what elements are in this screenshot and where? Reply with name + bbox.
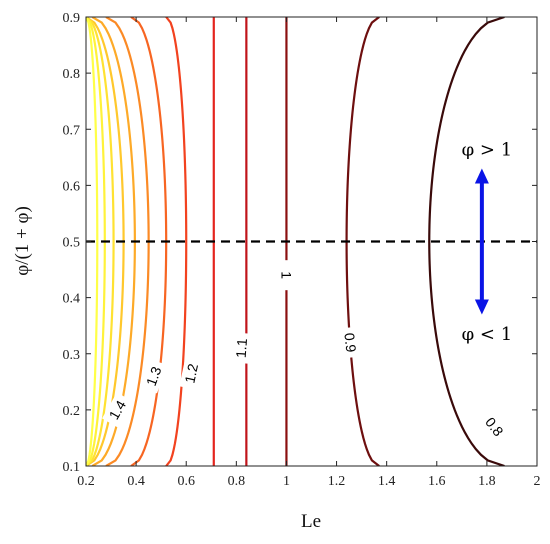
- contour-label-4: 1.2: [181, 362, 201, 385]
- x-tick-label: 1.6: [428, 474, 446, 489]
- contour-label-bg-0: [478, 409, 511, 445]
- contour-label-bg-6: [102, 392, 133, 428]
- contour-label-bg-2: [277, 260, 296, 291]
- x-tick-label: 0.4: [127, 474, 145, 489]
- x-tick-label: 1.2: [328, 474, 346, 489]
- y-tick-label: 0.7: [63, 123, 81, 138]
- x-tick-label: 0.6: [177, 474, 195, 489]
- y-tick-label: 0.6: [63, 179, 81, 194]
- y-axis-ticks: 0.1 0.2 0.3 0.4 0.5 0.6 0.7 0.8 0.9: [63, 11, 537, 475]
- contour-line-12: [86, 17, 99, 466]
- x-tick-label: 1.8: [478, 474, 496, 489]
- arrow-head-up: [474, 168, 489, 184]
- contour-label-5: 1.3: [143, 364, 165, 388]
- arrow-head-down: [474, 299, 489, 315]
- phi-less-label: φ < 1: [462, 324, 513, 345]
- phi-greater-label: φ > 1: [462, 139, 513, 160]
- x-tick-label: 1.4: [378, 474, 396, 489]
- y-tick-label: 0.9: [63, 11, 81, 26]
- y-tick-label: 0.3: [63, 348, 81, 363]
- x-axis-title: Le: [301, 511, 321, 532]
- y-axis-title: φ/(1 + φ): [12, 206, 33, 276]
- contour-label-bg-5: [140, 359, 168, 394]
- contour-label-3: 1.1: [233, 338, 250, 359]
- x-tick-label: 1: [283, 474, 290, 489]
- x-tick-label: 2: [534, 474, 541, 489]
- contour-label-bg-1: [339, 326, 361, 359]
- y-tick-label: 0.5: [63, 236, 81, 251]
- contour-label-2: 1: [278, 271, 294, 279]
- x-tick-label: 0.8: [228, 474, 246, 489]
- contour-line-10: [86, 17, 115, 466]
- contour-label-bg-4: [179, 356, 204, 390]
- x-axis-ticks: 0.2 0.4 0.6 0.8 1 1.2 1.4 1.6 1.8 2: [77, 17, 541, 489]
- contour-label-1: 0.9: [341, 332, 359, 353]
- contour-label-bg-3: [231, 332, 252, 364]
- contour-labels: 0.80.911.11.21.31.4: [102, 260, 511, 445]
- y-tick-label: 0.1: [63, 460, 81, 475]
- contour-line-5: [165, 17, 188, 466]
- y-tick-label: 0.8: [63, 67, 81, 82]
- contour-line-0: [428, 17, 505, 466]
- y-tick-label: 0.4: [63, 292, 81, 307]
- y-tick-label: 0.2: [63, 404, 81, 419]
- annotations: φ > 1 φ < 1: [462, 139, 513, 345]
- x-tick-label: 0.2: [77, 474, 95, 489]
